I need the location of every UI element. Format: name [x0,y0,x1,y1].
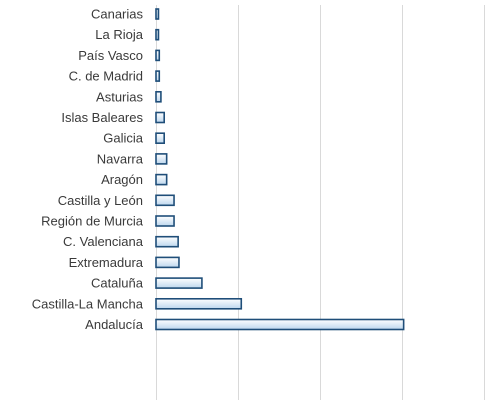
bar [155,215,175,227]
bar [155,8,160,20]
bar [155,297,243,310]
bar [155,194,175,207]
bar [155,111,165,124]
bar [155,173,168,186]
category-labels: Canarias La Rioja País Vasco C. de Madrid As… [32,7,144,333]
bar [155,28,160,41]
bar [155,235,179,248]
gridlines [156,5,485,400]
category-label: La Rioja [95,27,143,42]
category-label: Aragón [101,172,143,187]
category-label: Canarias [91,7,144,22]
bar [155,318,405,331]
bar [155,277,203,289]
category-label: Cataluña [91,276,144,291]
category-label: Islas Baleares [61,110,143,125]
category-label: Castilla-La Mancha [32,296,144,311]
bar [155,70,161,82]
category-label: Extremadura [69,255,144,270]
category-label: Navarra [97,151,144,166]
bars [155,8,405,331]
category-label: Castilla y León [58,193,143,208]
category-label: Galicia [103,131,144,146]
bar [155,49,161,62]
category-label: País Vasco [78,48,143,63]
bar [155,132,165,144]
bar [155,91,162,103]
category-label: Región de Murcia [41,214,144,229]
category-label: C. de Madrid [69,69,143,84]
category-label: Andalucía [85,317,144,332]
category-label: C. Valenciana [63,234,144,249]
bar [155,153,168,165]
bar [155,256,180,269]
category-label: Asturias [96,89,143,104]
